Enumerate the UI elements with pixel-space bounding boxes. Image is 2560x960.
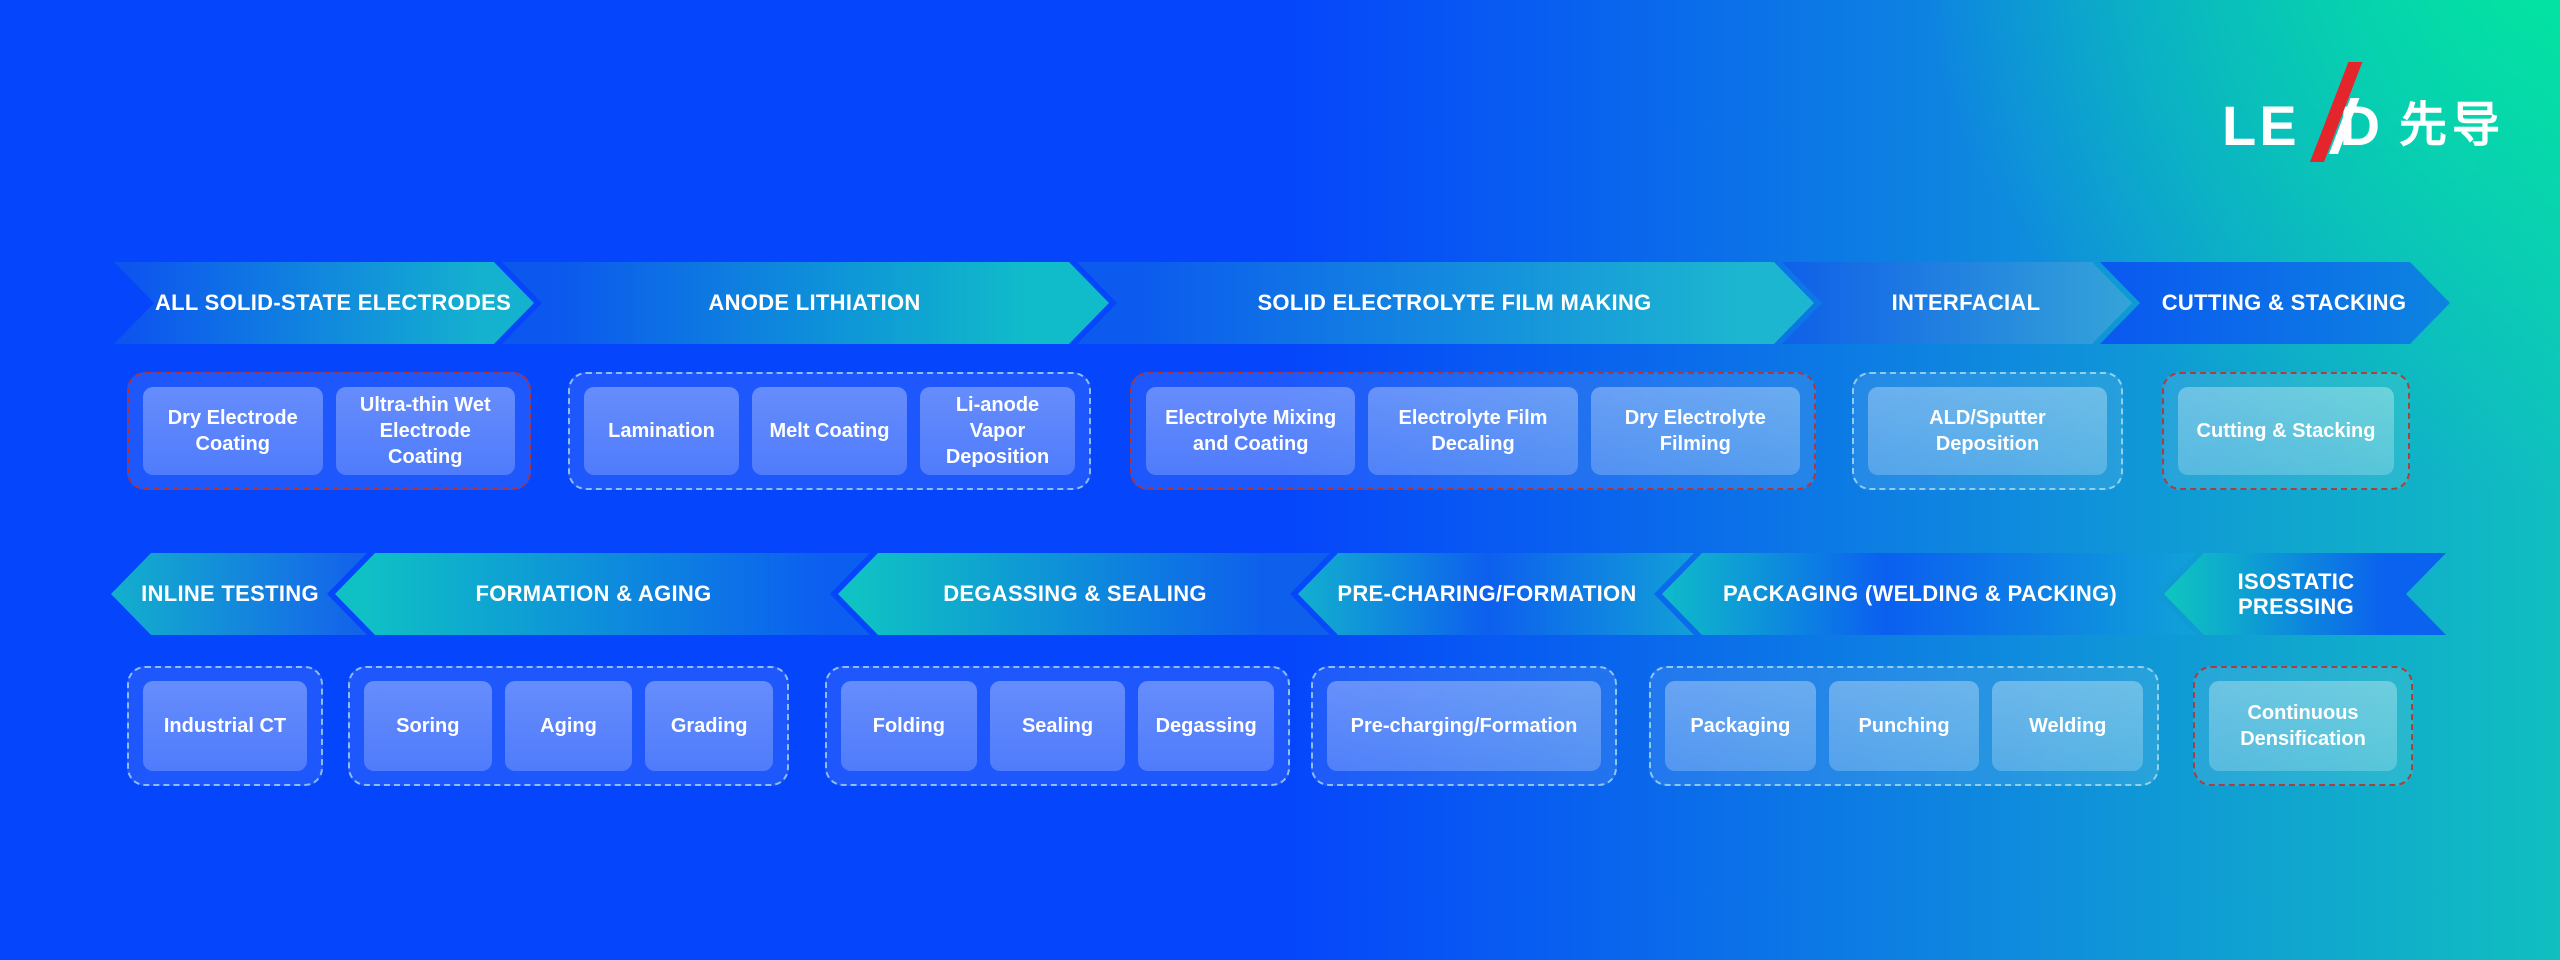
stage-arrow-packaging: PACKAGING (WELDING & PACKING) [1662, 553, 2196, 635]
process-box: Punching [1828, 681, 1980, 771]
group-pre-charging-processes: Pre-charging/Formation [1311, 666, 1617, 786]
stage-label: SOLID ELECTROLYTE FILM MAKING [1257, 290, 1652, 316]
stage-label: ALL SOLID-STATE ELECTRODES [154, 290, 512, 316]
stage-arrow-solid-electrolyte-film-making: SOLID ELECTROLYTE FILM MAKING [1077, 262, 1814, 344]
group-anode-lithiation-processes: Lamination Melt Coating Li-anode Vapor D… [568, 372, 1091, 490]
process-label: Electrolyte Film Decaling [1398, 407, 1548, 455]
process-label: Lamination [608, 420, 715, 442]
group-formation-aging-processes: Soring Aging Grading [348, 666, 789, 786]
process-box: Dry Electrode Coating [143, 387, 323, 475]
process-label: Punching [1858, 715, 1950, 737]
group-isostatic-pressing-processes: Continuous Densification [2193, 666, 2413, 786]
process-label: Pre-charging/Formation [1350, 715, 1578, 737]
stage-arrow-degassing-sealing: DEGASSING & SEALING [838, 553, 1330, 635]
process-label: Dry Electrolyte Filming [1624, 407, 1766, 455]
process-box: Folding [841, 681, 977, 771]
stage-label: DEGASSING & SEALING [943, 581, 1207, 607]
stage-label: PRE-CHARING/FORMATION [1337, 581, 1637, 607]
group-degassing-sealing-processes: Folding Sealing Degassing [825, 666, 1290, 786]
process-box: Dry Electrolyte Filming [1590, 387, 1800, 475]
process-box: Grading [645, 681, 774, 771]
process-label: Welding [2028, 715, 2107, 737]
logo-text-chinese: 先导 [2399, 99, 2506, 152]
process-label: Ultra-thin Wet Electrode Coating [359, 394, 491, 468]
stage-arrow-cutting-stacking: CUTTING & STACKING [2100, 262, 2450, 344]
process-label: ALD/Sputter Deposition [1929, 407, 2046, 455]
stage-label: PACKAGING (WELDING & PACKING) [1722, 581, 2118, 607]
process-box: Soring [364, 681, 492, 771]
process-box: Degassing [1138, 681, 1275, 771]
stage-label: ISOSTATIC PRESSING [2237, 568, 2355, 619]
stage-arrow-interfacial: INTERFACIAL [1782, 262, 2132, 344]
stage-arrow-all-solid-state-electrodes: ALL SOLID-STATE ELECTRODES [114, 262, 534, 344]
group-inline-testing-processes: Industrial CT [127, 666, 323, 786]
logo-text-le: LE [2222, 94, 2300, 157]
group-electrode-processes: Dry Electrode Coating Ultra-thin Wet Ele… [127, 372, 531, 490]
lead-logo: LE D 先导 [2222, 62, 2506, 166]
process-box: Lamination [584, 387, 739, 475]
stage-arrow-pre-charging-formation: PRE-CHARING/FORMATION [1298, 553, 1694, 635]
process-label: Soring [396, 715, 460, 737]
process-box: Electrolyte Mixing and Coating [1146, 387, 1356, 475]
process-label: Cutting & Stacking [2196, 420, 2376, 442]
process-box: Electrolyte Film Decaling [1368, 387, 1578, 475]
stage-arrow-isostatic-pressing: ISOSTATIC PRESSING [2164, 553, 2446, 635]
process-box: Li-anode Vapor Deposition [920, 387, 1075, 475]
process-box: Melt Coating [752, 387, 907, 475]
process-label: Electrolyte Mixing and Coating [1165, 407, 1337, 455]
process-label: Continuous Densification [2240, 702, 2366, 750]
stage-arrow-inline-testing: INLINE TESTING [111, 553, 367, 635]
process-box: ALD/Sputter Deposition [1868, 387, 2107, 475]
group-cutting-stacking-processes: Cutting & Stacking [2162, 372, 2410, 490]
process-box: Ultra-thin Wet Electrode Coating [335, 387, 515, 475]
stage-label: INLINE TESTING [141, 581, 319, 607]
group-packaging-processes: Packaging Punching Welding [1649, 666, 2159, 786]
group-interfacial-processes: ALD/Sputter Deposition [1852, 372, 2123, 490]
process-label: Packaging [1690, 715, 1791, 737]
process-box: Pre-charging/Formation [1327, 681, 1601, 771]
process-box: Continuous Densification [2209, 681, 2397, 771]
process-box: Welding [1992, 681, 2144, 771]
process-label: Industrial CT [163, 715, 287, 737]
process-label: Folding [872, 715, 945, 737]
process-label: Melt Coating [769, 420, 890, 442]
stage-label: INTERFACIAL [1891, 290, 2041, 316]
process-label: Li-anode Vapor Deposition [945, 394, 1050, 468]
stage-arrow-formation-aging: FORMATION & AGING [335, 553, 870, 635]
stage-arrow-anode-lithiation: ANODE LITHIATION [502, 262, 1109, 344]
process-box: Aging [504, 681, 633, 771]
process-label: Grading [670, 715, 748, 737]
process-box: Sealing [989, 681, 1126, 771]
process-label: Sealing [1021, 715, 1094, 737]
process-label: Dry Electrode Coating [167, 407, 298, 455]
process-box: Industrial CT [143, 681, 307, 771]
stage-label: FORMATION & AGING [475, 581, 712, 607]
process-label: Degassing [1155, 715, 1257, 737]
process-box: Cutting & Stacking [2178, 387, 2394, 475]
process-box: Packaging [1665, 681, 1816, 771]
stage-label: CUTTING & STACKING [2161, 290, 2407, 316]
process-label: Aging [540, 715, 597, 737]
stage-label: ANODE LITHIATION [708, 290, 921, 316]
logo-red-slash-icon [2300, 62, 2362, 162]
group-electrolyte-film-processes: Electrolyte Mixing and Coating Electroly… [1130, 372, 1816, 490]
